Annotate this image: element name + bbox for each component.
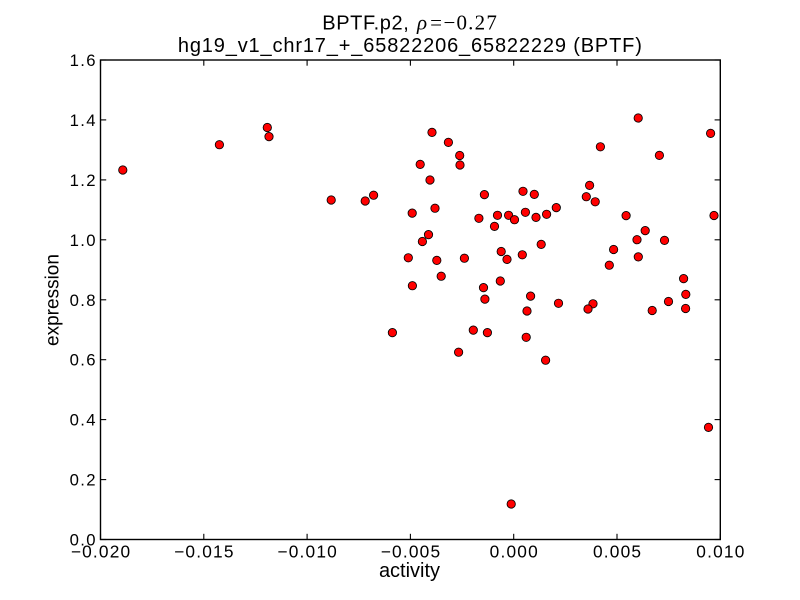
- svg-text:0.6: 0.6: [70, 351, 97, 370]
- svg-text:1.0: 1.0: [70, 231, 97, 250]
- svg-text:−0.020: −0.020: [71, 542, 132, 562]
- svg-text:−0.010: −0.010: [277, 542, 338, 562]
- svg-text:0.005: 0.005: [593, 542, 642, 562]
- svg-text:1.2: 1.2: [70, 171, 97, 190]
- svg-text:BPTF.p2,: BPTF.p2,: [322, 12, 409, 34]
- svg-text:−0.005: −0.005: [381, 542, 442, 562]
- svg-text:−0.015: −0.015: [174, 542, 235, 562]
- svg-text:1.4: 1.4: [70, 111, 97, 130]
- svg-text:1.6: 1.6: [70, 51, 97, 70]
- svg-text:activity: activity: [379, 560, 440, 582]
- svg-text:0.2: 0.2: [70, 471, 97, 490]
- svg-text:0.4: 0.4: [70, 411, 97, 430]
- svg-text:hg19_v1_chr17_+_65822206_65822: hg19_v1_chr17_+_65822206_65822229 (BPTF): [178, 35, 643, 57]
- svg-text:0.8: 0.8: [70, 291, 97, 310]
- svg-text:0.010: 0.010: [696, 542, 745, 562]
- svg-text:ρ=−0.27: ρ =−0.27: [416, 10, 498, 34]
- svg-text:0.0: 0.0: [70, 531, 97, 550]
- svg-text:0.000: 0.000: [490, 542, 539, 562]
- svg-text:expression: expression: [43, 254, 64, 346]
